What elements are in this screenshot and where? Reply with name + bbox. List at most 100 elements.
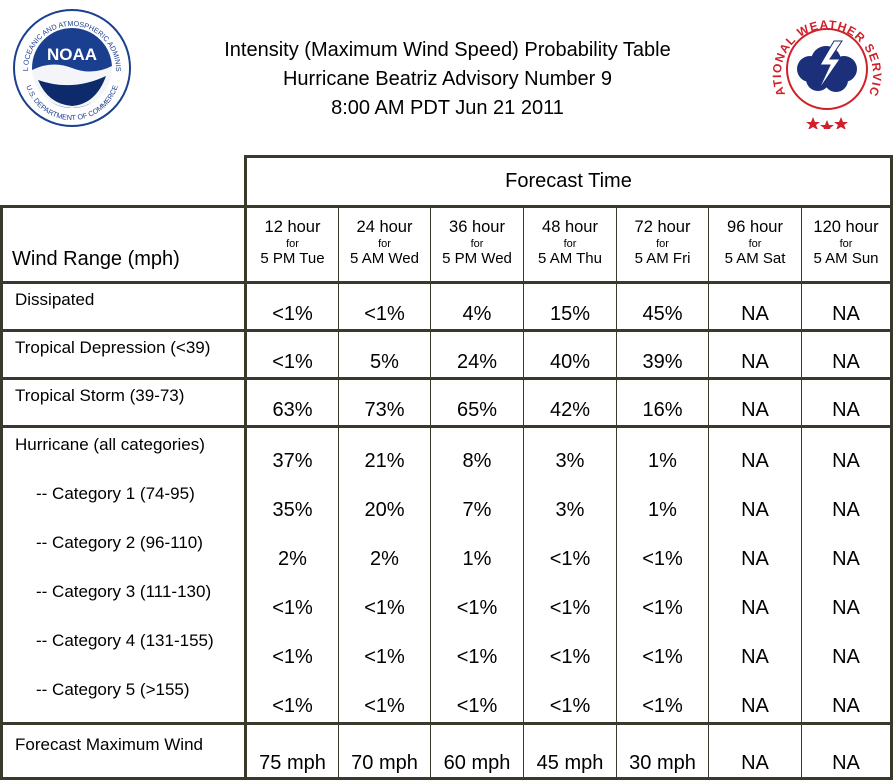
- probability-cell: 40%: [523, 330, 617, 380]
- column-hour: 24 hour: [356, 218, 413, 236]
- column-hour: 48 hour: [542, 218, 598, 236]
- row-label: -- Category 1 (74-95): [0, 477, 247, 526]
- forecast-time-header: Forecast Time: [244, 155, 893, 208]
- probability-cell: NA: [708, 282, 802, 332]
- column-valid-time: 5 AM Sat: [724, 250, 786, 267]
- probability-cell: 1%: [430, 526, 524, 575]
- probability-cell: 63%: [244, 378, 339, 428]
- probability-cell: 45 mph: [523, 723, 617, 780]
- probability-cell: 37%: [244, 426, 339, 477]
- probability-cell: 20%: [338, 477, 431, 526]
- row-label: -- Category 4 (131-155): [0, 624, 247, 673]
- probability-cell: 30 mph: [616, 723, 709, 780]
- probability-cell: <1%: [338, 624, 431, 673]
- column-valid-time: 5 AM Wed: [350, 250, 419, 267]
- column-hour: 96 hour: [727, 218, 783, 236]
- probability-cell: NA: [708, 330, 802, 380]
- probability-cell: 1%: [616, 477, 709, 526]
- row-label: Forecast Maximum Wind: [0, 723, 247, 780]
- column-valid-time: 5 PM Wed: [442, 250, 512, 267]
- row-label: Dissipated: [0, 282, 247, 332]
- wind-range-label: Wind Range (mph): [12, 248, 180, 270]
- column-for: for: [656, 238, 669, 250]
- column-hour: 12 hour: [264, 218, 321, 236]
- column-hour: 36 hour: [449, 218, 505, 236]
- column-header: 96 hour for 5 AM Sat: [708, 206, 802, 284]
- probability-cell: 70 mph: [338, 723, 431, 780]
- column-valid-time: 5 AM Thu: [538, 250, 602, 267]
- column-for: for: [748, 238, 762, 250]
- column-header: 48 hour for 5 AM Thu: [523, 206, 617, 284]
- probability-cell: 39%: [616, 330, 709, 380]
- probability-cell: 35%: [244, 477, 339, 526]
- probability-cell: <1%: [430, 624, 524, 673]
- table-row: Forecast Maximum Wind 75 mph 70 mph 60 mph 4…: [0, 723, 893, 780]
- probability-cell: NA: [708, 624, 802, 673]
- probability-cell: <1%: [430, 575, 524, 624]
- probability-cell: 65%: [430, 378, 524, 428]
- probability-cell: NA: [801, 330, 893, 380]
- table-row: Hurricane (all categories) 37% 21% 8% 3% 1% NA…: [0, 426, 893, 477]
- probability-cell: NA: [708, 378, 802, 428]
- probability-cell: <1%: [244, 575, 339, 624]
- column-for: for: [378, 238, 391, 250]
- probability-cell: <1%: [244, 624, 339, 673]
- probability-cell: 21%: [338, 426, 431, 477]
- column-for: for: [470, 238, 484, 250]
- column-header: 72 hour for 5 AM Fri: [616, 206, 709, 284]
- probability-cell: NA: [801, 477, 893, 526]
- table-row: -- Category 2 (96-110) 2% 2% 1% <1% <1% NA NA: [0, 526, 893, 575]
- column-for: for: [286, 238, 299, 250]
- row-label: Hurricane (all categories): [0, 426, 247, 477]
- probability-cell: 3%: [523, 477, 617, 526]
- table-row: Tropical Depression (<39) <1% 5% 24% 40% 39% N…: [0, 330, 893, 380]
- probability-cell: <1%: [616, 624, 709, 673]
- probability-cell: NA: [801, 282, 893, 332]
- column-header: 12 hour for 5 PM Tue: [244, 206, 339, 284]
- probability-cell: <1%: [244, 282, 339, 332]
- probability-cell: NA: [801, 526, 893, 575]
- probability-table-page: NOAA NATIONAL OCEANIC AND ATMOSPHERIC AD…: [0, 7, 893, 780]
- column-valid-time: 5 AM Fri: [634, 250, 691, 267]
- title-line-3: 8:00 AM PDT Jun 21 2011: [331, 97, 564, 119]
- row-label: Tropical Depression (<39): [0, 330, 247, 380]
- probability-cell: 1%: [616, 426, 709, 477]
- column-valid-time: 5 PM Tue: [260, 250, 325, 267]
- row-label: -- Category 3 (111-130): [0, 575, 247, 624]
- probability-cell: NA: [708, 526, 802, 575]
- probability-cell: <1%: [523, 575, 617, 624]
- probability-cell: 60 mph: [430, 723, 524, 780]
- probability-cell: NA: [708, 426, 802, 477]
- probability-cell: 42%: [523, 378, 617, 428]
- probability-cell: 2%: [338, 526, 431, 575]
- probability-cell: NA: [801, 378, 893, 428]
- column-hour: 120 hour: [813, 218, 879, 236]
- intensity-probability-table: Forecast Time Wind Range (mph) 12 hour fo…: [0, 155, 893, 780]
- probability-cell: NA: [801, 426, 893, 477]
- probability-cell: 73%: [338, 378, 431, 428]
- probability-cell: NA: [801, 723, 893, 780]
- probability-cell: 3%: [523, 426, 617, 477]
- table-row: Dissipated <1% <1% 4% 15% 45% NA NA: [0, 282, 893, 332]
- row-label: -- Category 2 (96-110): [0, 526, 247, 575]
- probability-cell: NA: [708, 477, 802, 526]
- probability-cell: NA: [708, 575, 802, 624]
- probability-cell: NA: [708, 723, 802, 780]
- column-header-row: Wind Range (mph) 12 hour for 5 PM Tue 24 ho…: [0, 205, 893, 284]
- column-hour: 72 hour: [634, 218, 691, 236]
- column-header: 120 hour for 5 AM Sun: [801, 206, 893, 284]
- probability-cell: <1%: [616, 526, 709, 575]
- title-line-1: Intensity (Maximum Wind Speed) Probabili…: [224, 39, 671, 61]
- probability-cell: 8%: [430, 426, 524, 477]
- probability-cell: <1%: [338, 575, 431, 624]
- probability-cell: 24%: [430, 330, 524, 380]
- nws-logo-icon: NATIONAL WEATHER SERVICE: [768, 7, 883, 129]
- column-for: for: [839, 238, 853, 250]
- wind-range-header: Wind Range (mph): [0, 205, 247, 284]
- column-header: 36 hour for 5 PM Wed: [430, 206, 524, 284]
- probability-cell: 75 mph: [244, 723, 339, 780]
- probability-cell: <1%: [523, 526, 617, 575]
- probability-cell: NA: [801, 624, 893, 673]
- row-label: Tropical Storm (39-73): [0, 378, 247, 428]
- probability-cell: 2%: [244, 526, 339, 575]
